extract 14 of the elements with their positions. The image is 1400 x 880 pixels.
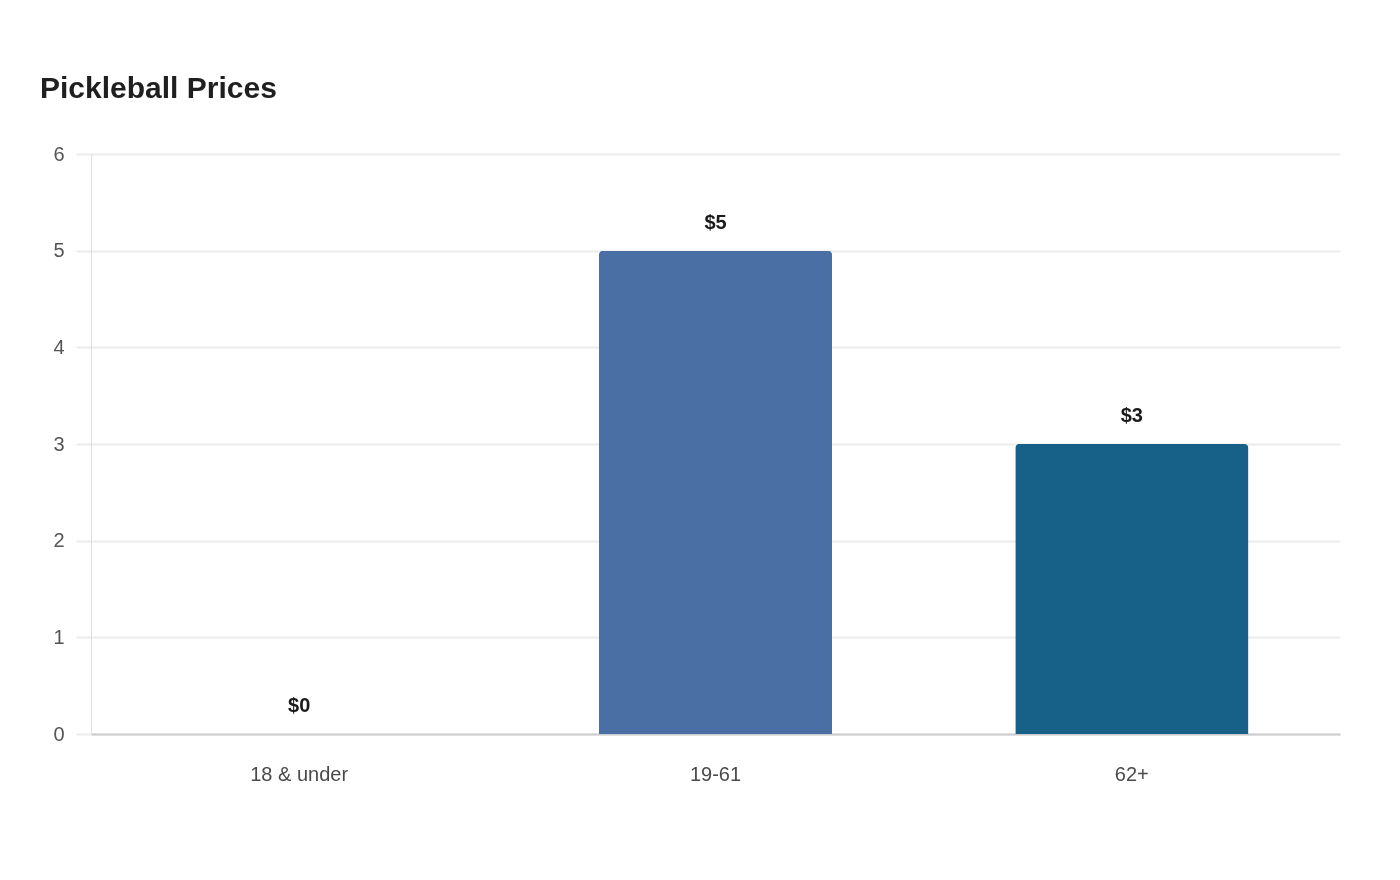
y-tick-label: 6 xyxy=(53,142,65,165)
x-tick-label: 62+ xyxy=(1114,762,1149,785)
x-tick-label: 18 & under xyxy=(250,762,349,785)
y-tick-label: 2 xyxy=(53,529,65,552)
chart-title: Pickleball Prices xyxy=(40,71,277,104)
y-tick-label: 4 xyxy=(53,335,65,358)
data-label: $5 xyxy=(704,210,727,233)
y-tick-label: 5 xyxy=(53,239,65,262)
data-label: $0 xyxy=(288,694,311,716)
y-tick-label: 0 xyxy=(53,722,65,745)
y-tick-label: 3 xyxy=(53,432,65,455)
y-tick-label: 1 xyxy=(53,625,65,648)
data-label: $3 xyxy=(1120,404,1143,426)
x-tick-label: 19-61 xyxy=(689,762,742,785)
